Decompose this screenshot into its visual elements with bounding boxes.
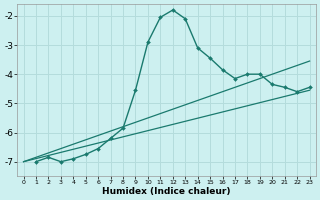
X-axis label: Humidex (Indice chaleur): Humidex (Indice chaleur) bbox=[102, 187, 231, 196]
